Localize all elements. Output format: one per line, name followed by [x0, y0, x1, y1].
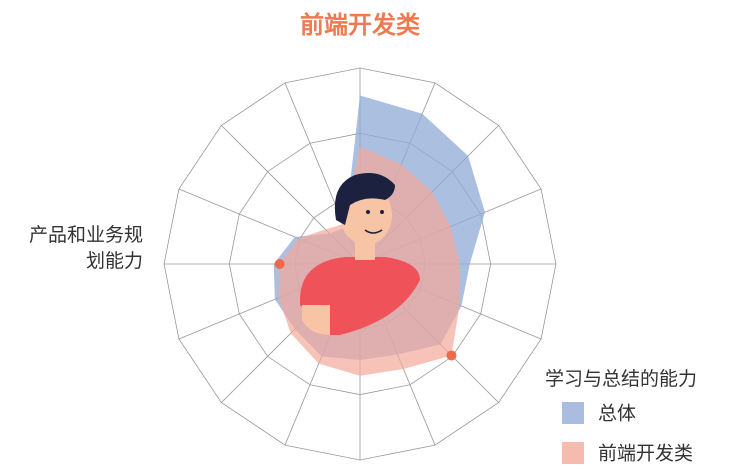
- markers: [274, 259, 457, 361]
- legend-label: 前端开发类: [598, 443, 693, 465]
- chart-title: 前端开发类: [300, 11, 421, 39]
- axis-label: 学习与总结的能力: [545, 368, 698, 390]
- legend-label: 总体: [598, 403, 636, 425]
- avatar: [300, 172, 420, 335]
- axis-label: 产品和业务规划能力: [28, 224, 143, 272]
- legend-swatch: [562, 402, 584, 424]
- marker: [274, 259, 285, 269]
- marker: [446, 350, 457, 361]
- legend-swatch: [562, 442, 584, 464]
